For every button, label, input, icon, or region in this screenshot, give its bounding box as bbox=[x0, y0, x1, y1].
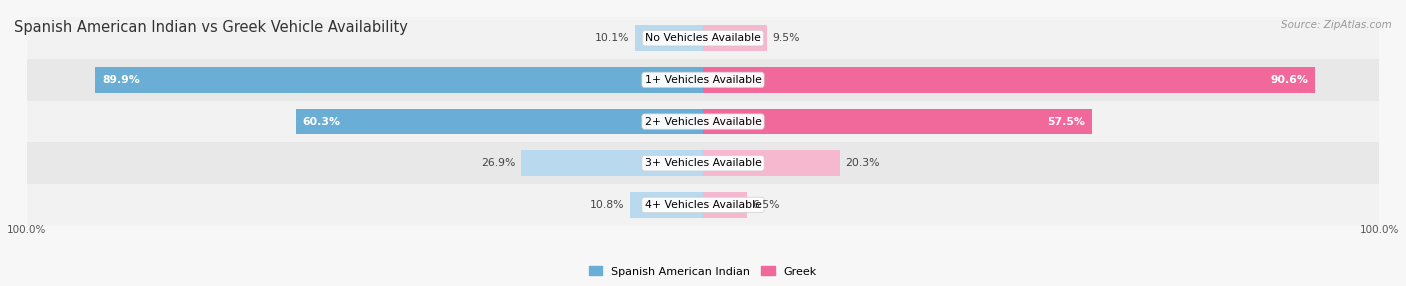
Bar bbox=[703, 109, 1091, 134]
Bar bbox=[27, 142, 1379, 184]
Text: 9.5%: 9.5% bbox=[773, 33, 800, 43]
Text: 10.1%: 10.1% bbox=[595, 33, 630, 43]
Bar bbox=[703, 67, 1315, 93]
Text: 3+ Vehicles Available: 3+ Vehicles Available bbox=[644, 158, 762, 168]
Text: 89.9%: 89.9% bbox=[103, 75, 141, 85]
Bar bbox=[703, 150, 841, 176]
Bar bbox=[27, 184, 1379, 226]
Bar bbox=[634, 25, 703, 51]
Text: 100.0%: 100.0% bbox=[1360, 225, 1399, 235]
Text: 2+ Vehicles Available: 2+ Vehicles Available bbox=[644, 117, 762, 126]
Bar bbox=[27, 17, 1379, 59]
Bar bbox=[703, 25, 768, 51]
Text: 57.5%: 57.5% bbox=[1047, 117, 1085, 126]
Legend: Spanish American Indian, Greek: Spanish American Indian, Greek bbox=[585, 262, 821, 281]
Text: 1+ Vehicles Available: 1+ Vehicles Available bbox=[644, 75, 762, 85]
Bar bbox=[27, 59, 1379, 101]
Text: 60.3%: 60.3% bbox=[302, 117, 340, 126]
Text: 4+ Vehicles Available: 4+ Vehicles Available bbox=[644, 200, 762, 210]
Bar bbox=[522, 150, 703, 176]
Bar bbox=[27, 101, 1379, 142]
Text: 26.9%: 26.9% bbox=[481, 158, 516, 168]
Text: 6.5%: 6.5% bbox=[752, 200, 780, 210]
Text: No Vehicles Available: No Vehicles Available bbox=[645, 33, 761, 43]
Text: 100.0%: 100.0% bbox=[7, 225, 46, 235]
Text: 20.3%: 20.3% bbox=[845, 158, 880, 168]
Text: Spanish American Indian vs Greek Vehicle Availability: Spanish American Indian vs Greek Vehicle… bbox=[14, 20, 408, 35]
Text: 10.8%: 10.8% bbox=[591, 200, 624, 210]
Bar bbox=[96, 67, 703, 93]
Text: Source: ZipAtlas.com: Source: ZipAtlas.com bbox=[1281, 20, 1392, 30]
Bar bbox=[703, 192, 747, 218]
Bar bbox=[630, 192, 703, 218]
Text: 90.6%: 90.6% bbox=[1271, 75, 1309, 85]
Bar bbox=[295, 109, 703, 134]
